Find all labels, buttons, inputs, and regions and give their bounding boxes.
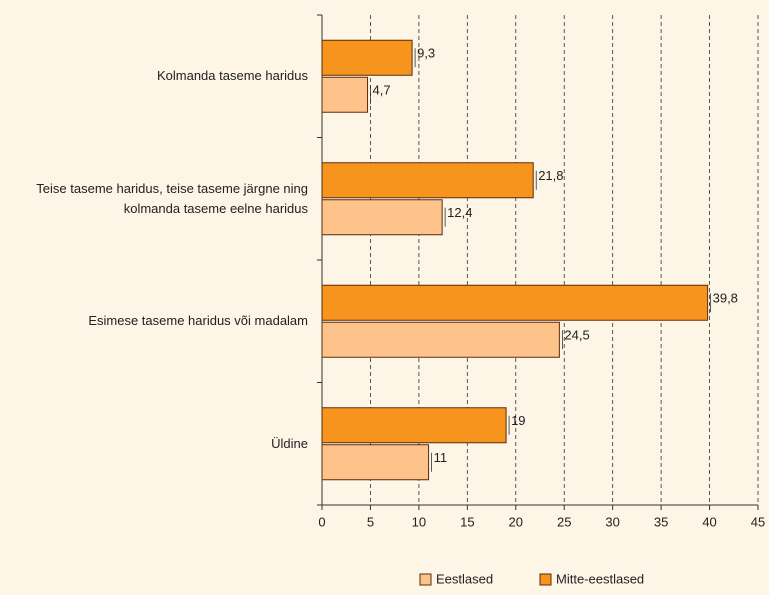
x-tick-label: 45: [751, 514, 765, 529]
x-tick-label: 35: [654, 514, 668, 529]
legend-swatch: [419, 573, 432, 586]
x-tick-label: 5: [367, 514, 374, 529]
data-label: 21,8: [538, 168, 563, 183]
category-label: Üldine: [271, 435, 308, 451]
x-tick-label: 15: [460, 514, 474, 529]
data-label: 19: [511, 413, 525, 428]
x-tick-label: 40: [702, 514, 716, 529]
bar: [321, 162, 534, 199]
data-label: 39,8: [713, 291, 738, 306]
x-tick-label: 30: [605, 514, 619, 529]
bar: [321, 407, 507, 444]
x-tick-label: 20: [509, 514, 523, 529]
category-label: Kolmanda taseme haridus: [156, 68, 308, 84]
bar: [321, 39, 413, 76]
category-label: Teise taseme haridus, teise taseme järgn…: [36, 180, 308, 216]
x-tick-label: 25: [557, 514, 571, 529]
data-label: 9,3: [417, 46, 435, 61]
bar: [321, 321, 560, 358]
bar: [321, 76, 369, 113]
bar: [321, 199, 443, 236]
legend-swatch: [539, 573, 552, 586]
bar: [321, 284, 709, 321]
category-label: Esimese taseme haridus või madalam: [88, 313, 308, 329]
legend-label: Mitte-eestlased: [556, 571, 644, 586]
data-label: 12,4: [447, 205, 472, 220]
data-label: 24,5: [564, 328, 589, 343]
bar: [321, 444, 430, 481]
data-label: 11: [434, 450, 448, 465]
x-tick-label: 10: [412, 514, 426, 529]
legend-label: Eestlased: [436, 571, 493, 586]
data-label: 4,7: [373, 83, 391, 98]
x-tick-label: 0: [318, 514, 325, 529]
